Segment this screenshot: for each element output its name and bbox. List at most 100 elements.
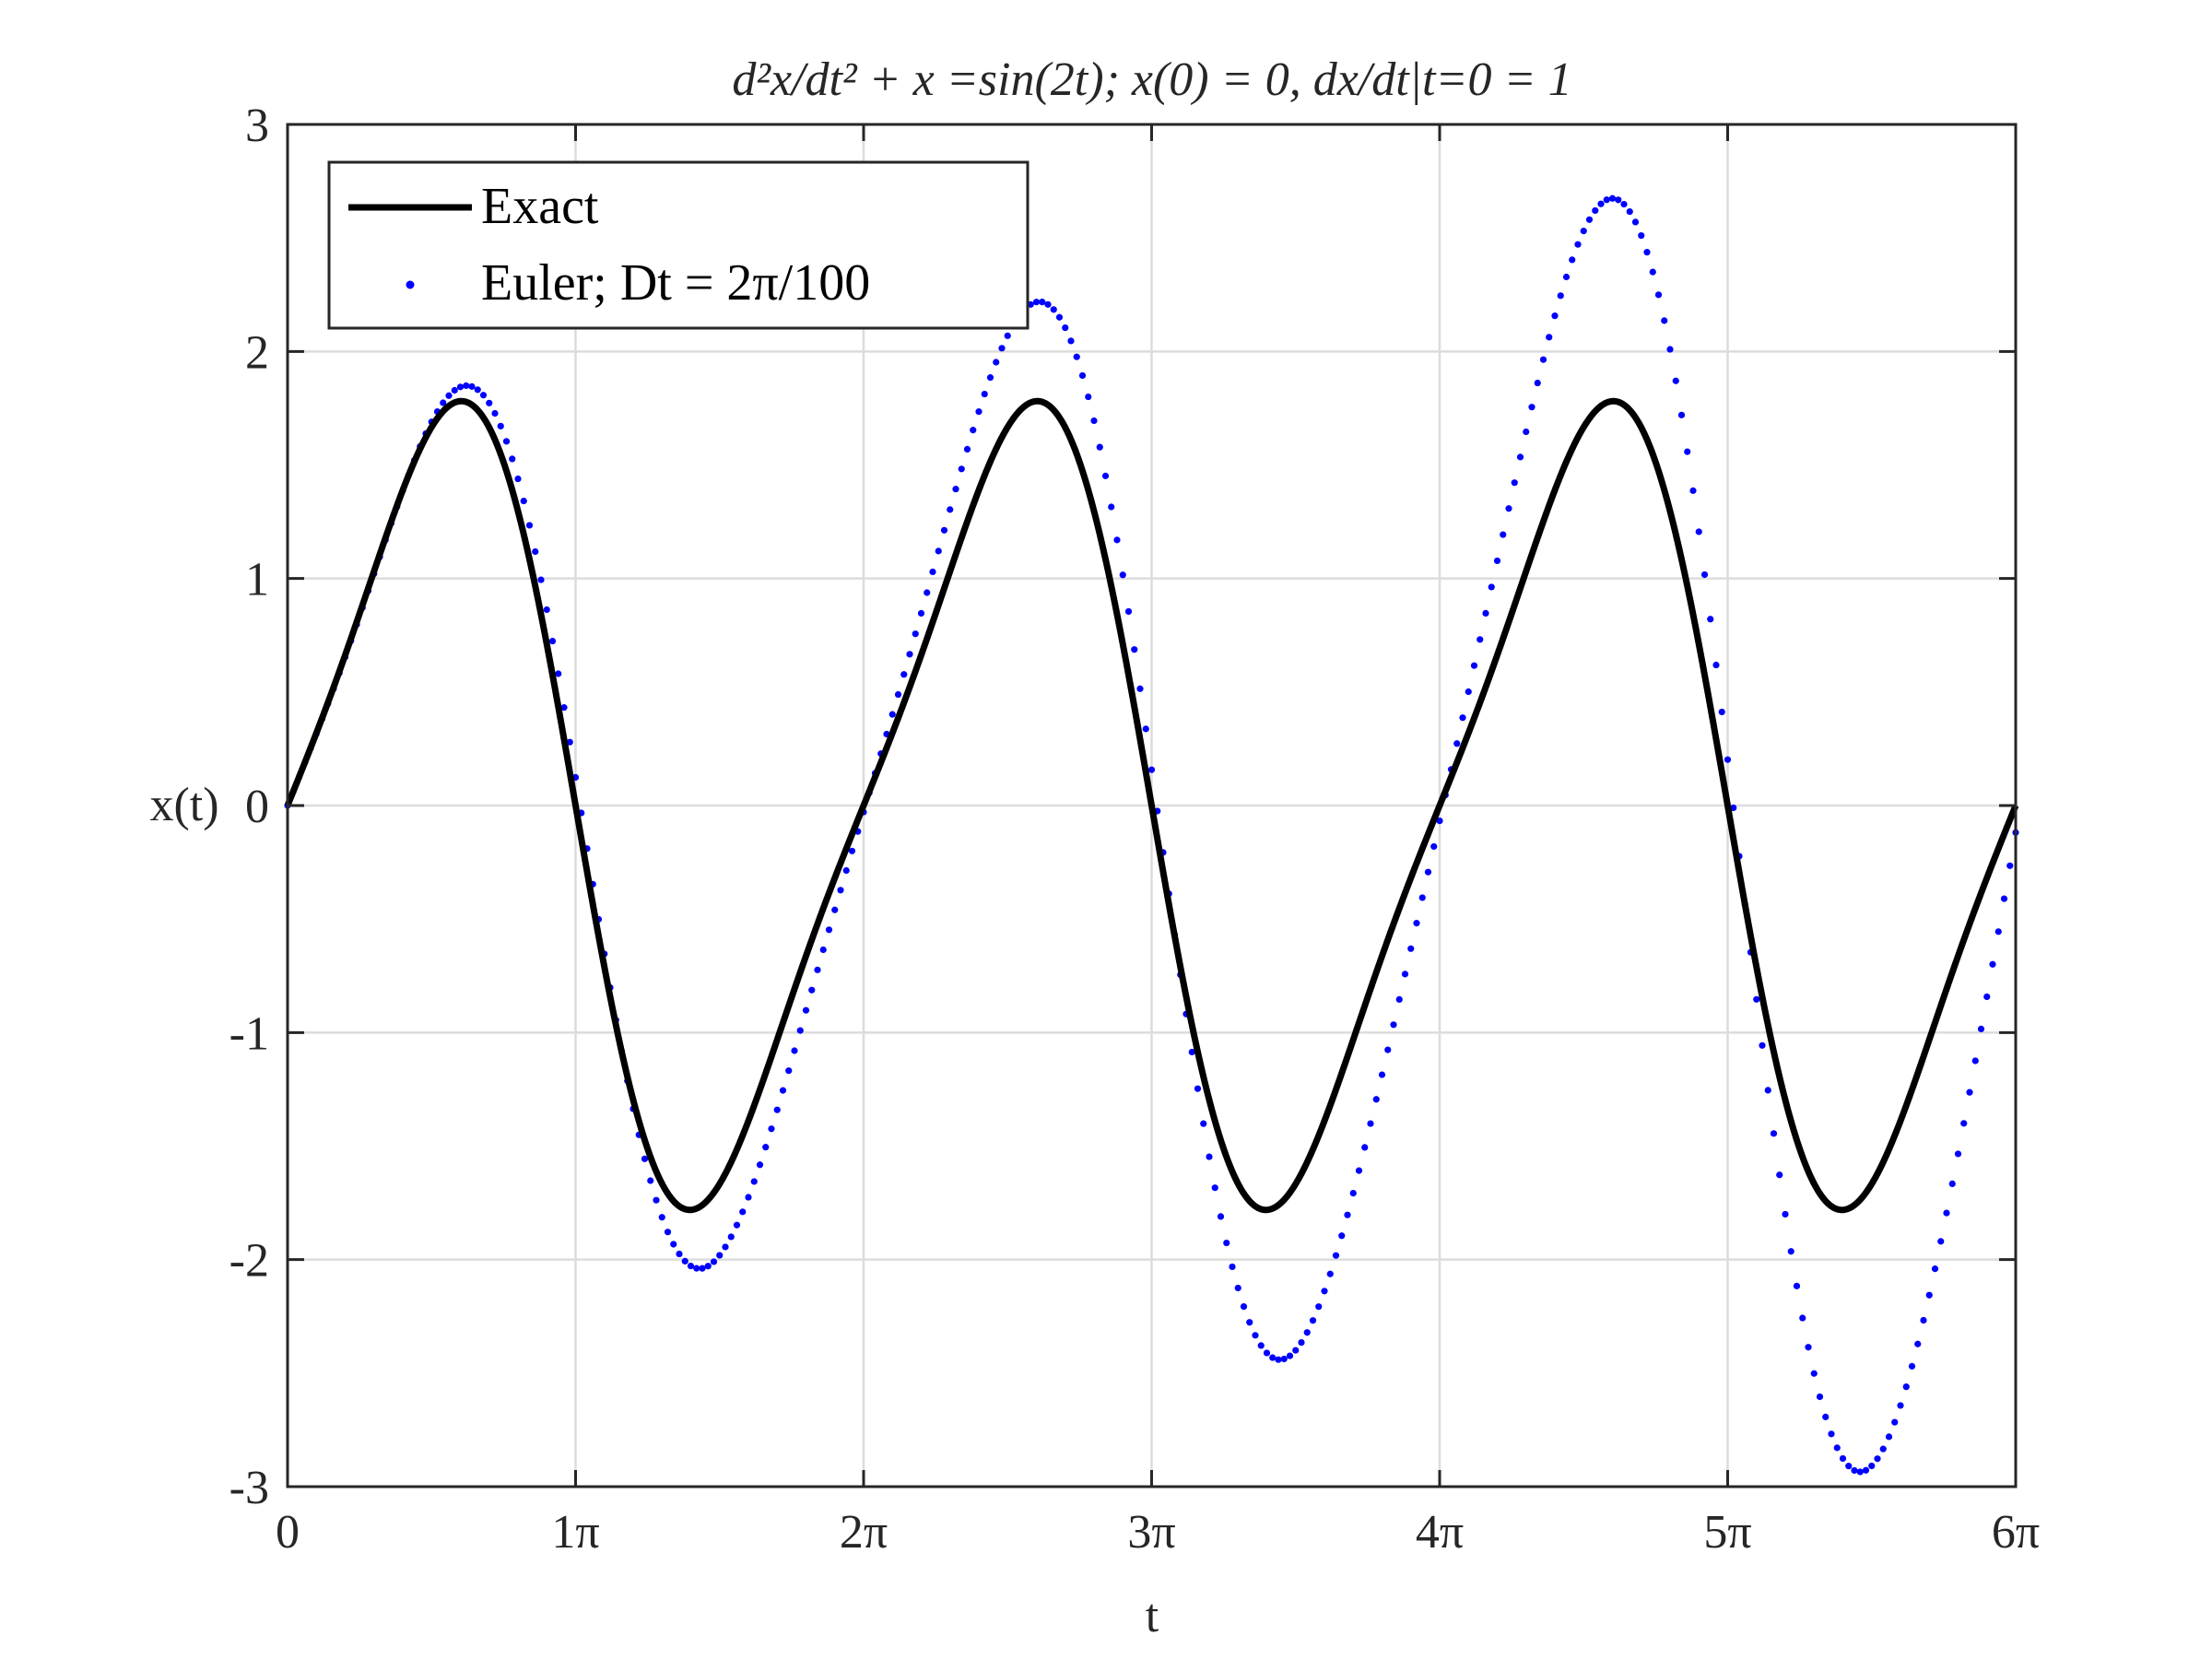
euler-point [1857,1468,1864,1475]
euler-point [1696,528,1702,535]
euler-point [1344,1212,1350,1218]
chart-title: d²x/dt² + x =sin(2t); x(0) = 0, dx/dt|t=… [732,53,1571,106]
euler-point [1615,196,1621,203]
y-tick-label: -1 [229,1007,269,1060]
euler-point [1701,571,1708,578]
euler-point [912,630,919,637]
euler-point [975,408,982,415]
y-tick-label: 1 [245,554,269,606]
euler-point [1753,996,1759,1003]
euler-point [935,547,942,554]
x-tick-label: 4π [1416,1506,1464,1559]
euler-point [1430,843,1437,850]
euler-point [900,671,907,677]
euler-point [452,387,458,394]
euler-point [831,907,838,913]
euler-point [1903,1383,1910,1390]
euler-point [774,1107,781,1113]
euler-point [1333,1253,1339,1259]
euler-point [929,569,935,575]
euler-point [1581,228,1587,234]
euler-point [941,527,947,534]
euler-point [987,374,994,381]
euler-point [509,455,515,462]
euler-point [1056,314,1063,321]
euler-point [982,391,988,397]
euler-point [1136,686,1143,692]
euler-point [1396,996,1403,1003]
euler-point [1805,1344,1811,1350]
euler-point [1039,299,1045,305]
euler-point [544,606,550,613]
euler-point [1995,928,2002,935]
euler-point [757,1161,763,1168]
euler-point [498,423,504,429]
euler-point [693,1265,700,1272]
euler-point [1909,1363,1915,1370]
euler-point [1771,1130,1777,1136]
euler-point [1419,894,1426,900]
euler-point [532,548,538,555]
euler-point [659,1214,665,1220]
euler-point [837,887,843,893]
euler-point [1246,1319,1253,1325]
euler-point [1828,1430,1834,1437]
euler-point [1569,256,1575,263]
euler-point [1044,301,1051,308]
euler-point [1523,429,1529,435]
euler-point [1465,688,1472,695]
euler-point [993,359,999,365]
euler-point [1402,971,1408,977]
euler-point [1897,1402,1903,1408]
euler-point [1707,616,1713,622]
euler-point [1811,1371,1818,1377]
euler-point [820,947,827,953]
euler-point [1051,306,1057,312]
euler-point [1517,453,1524,460]
euler-point [998,345,1005,351]
euler-point [705,1263,712,1269]
y-tick-label: 2 [245,326,269,379]
euler-point [1972,1057,1979,1064]
euler-point [1143,725,1149,732]
euler-point [682,1258,688,1265]
euler-point [514,476,521,482]
euler-point [475,386,481,393]
euler-point [491,410,498,417]
euler-point [1120,571,1126,578]
euler-point [463,382,469,389]
legend-euler-swatch [406,281,415,289]
euler-point [1943,1209,1949,1216]
euler-point [688,1263,694,1269]
euler-point [906,651,912,657]
euler-point [1407,946,1414,952]
euler-point [1834,1444,1841,1451]
euler-point [1264,1349,1270,1356]
euler-point [918,610,924,617]
euler-point [1379,1071,1385,1077]
euler-point [1661,317,1667,324]
euler-point [1281,1356,1288,1362]
euler-point [768,1125,774,1132]
euler-point [1845,1463,1852,1469]
euler-point [1292,1347,1299,1353]
euler-point [1620,201,1627,207]
euler-point [1689,488,1696,494]
euler-point [1673,378,1679,384]
legend: Exact Euler; Dt = 2π/100 [329,162,1028,328]
euler-point [1350,1190,1357,1196]
x-tick-label: 5π [1703,1506,1751,1559]
euler-point [480,392,487,398]
euler-point [699,1265,705,1272]
euler-point [1269,1354,1276,1360]
euler-point [1966,1089,1972,1096]
euler-point [537,576,544,582]
euler-point [1200,1121,1206,1127]
euler-point [780,1088,786,1094]
euler-point [1597,201,1604,207]
x-tick-label: 2π [840,1506,888,1559]
euler-point [1252,1332,1258,1338]
euler-point [665,1229,671,1235]
legend-euler-label: Euler; Dt = 2π/100 [481,254,870,312]
